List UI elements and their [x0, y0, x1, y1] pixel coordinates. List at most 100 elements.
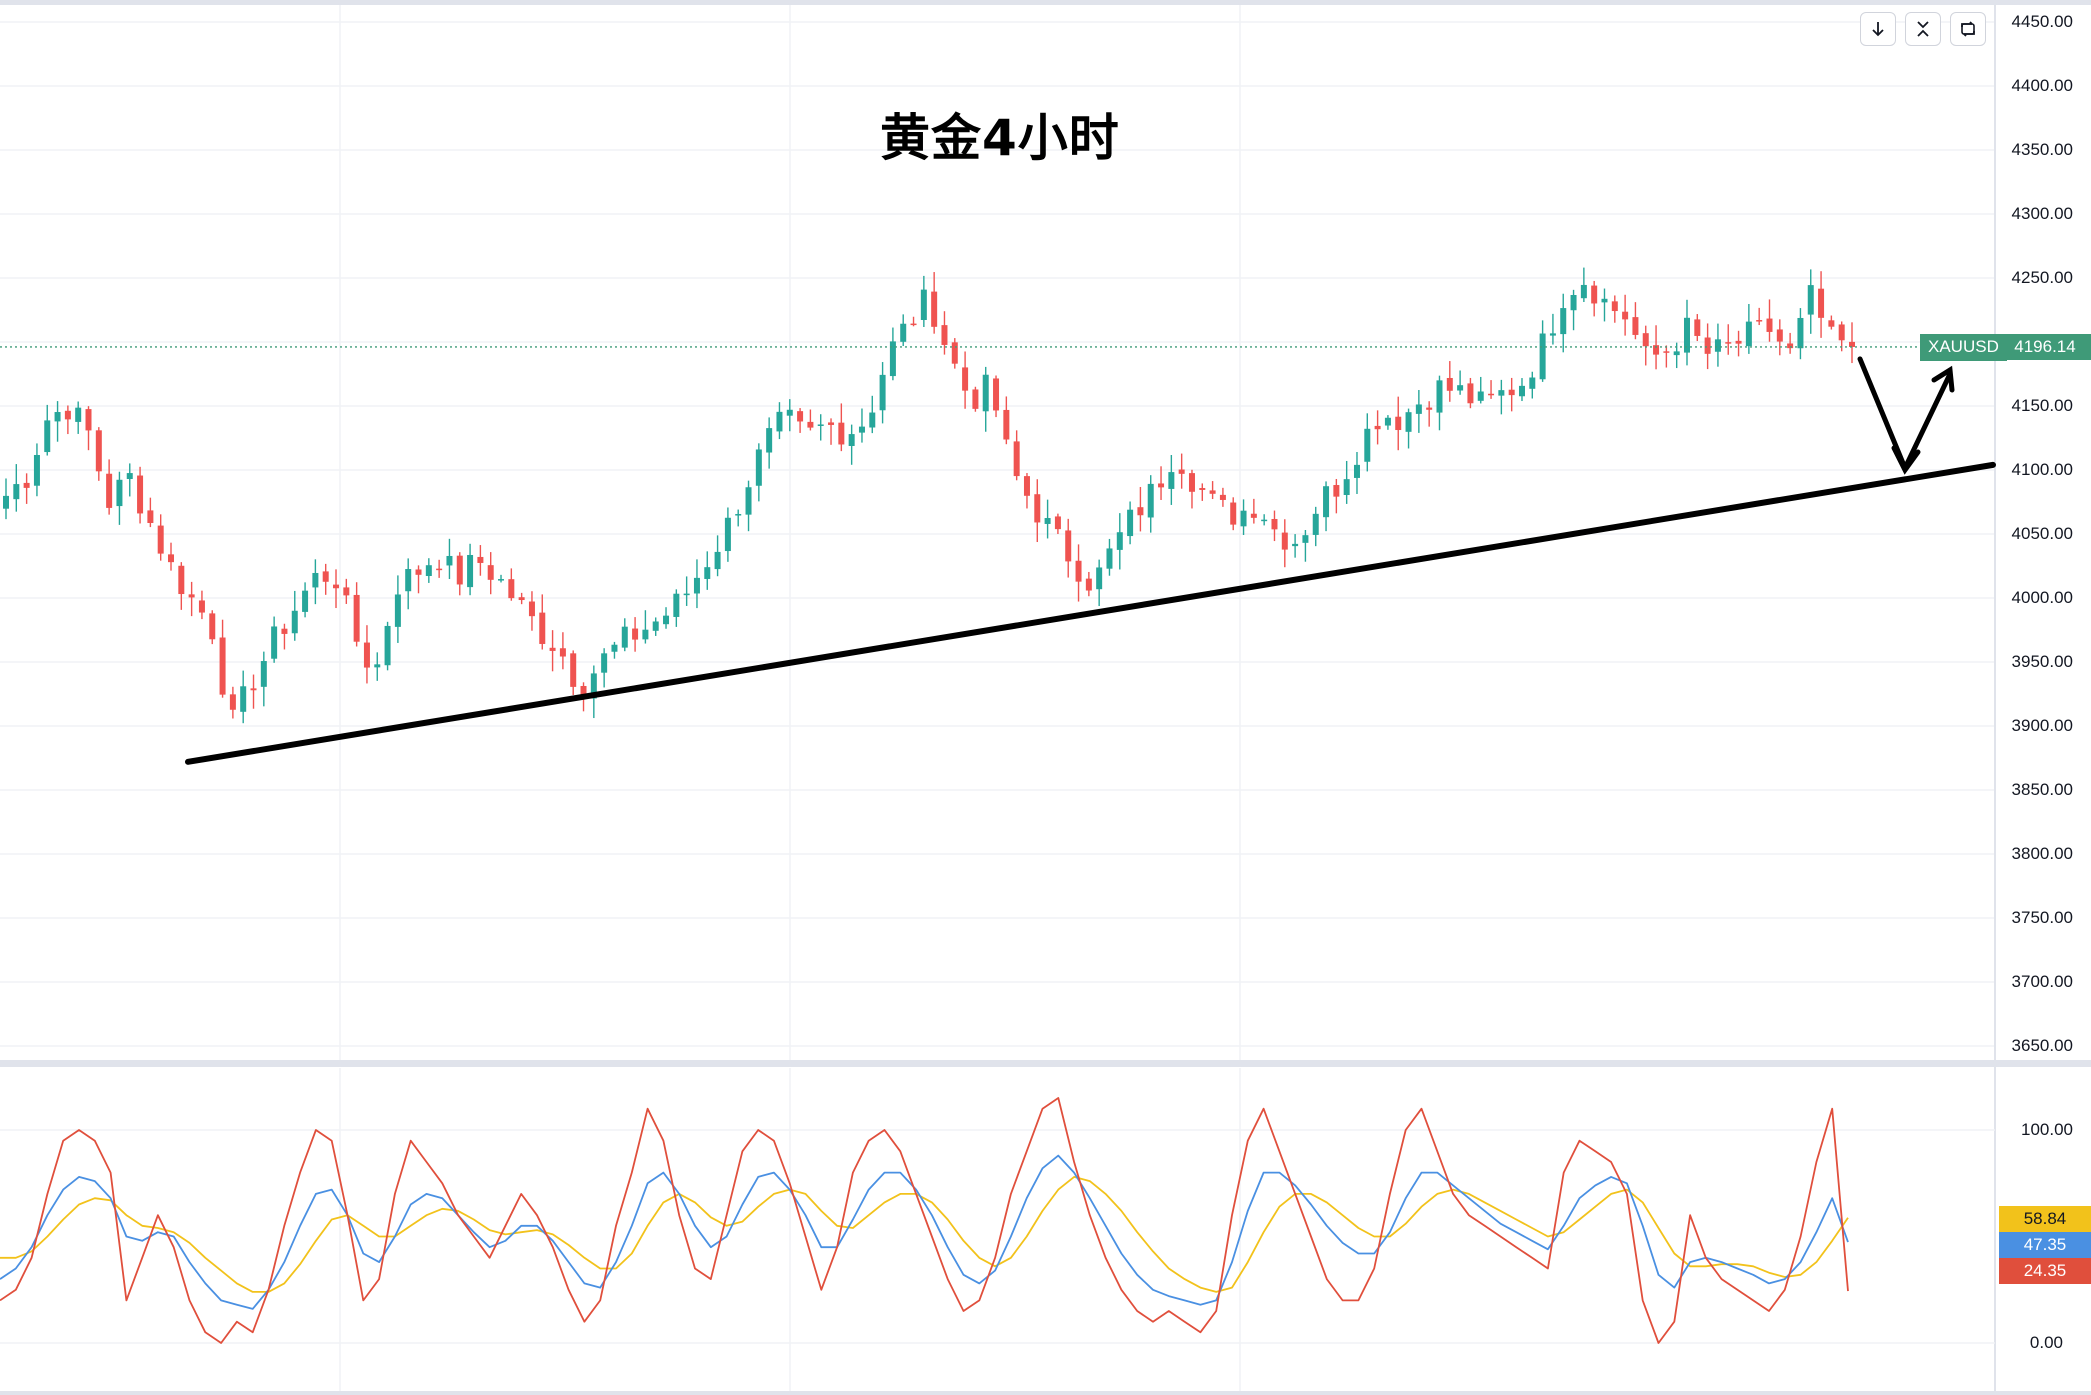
candle-body: [1539, 333, 1546, 380]
candle-body: [549, 647, 556, 651]
candle-body: [776, 411, 783, 432]
candle-body: [1849, 341, 1855, 347]
arrow-down-icon: [1872, 22, 1884, 37]
candle-body: [1292, 543, 1299, 547]
candle-body: [1302, 535, 1309, 543]
projection-arrow: [1857, 356, 1953, 471]
candle-body: [1807, 285, 1814, 315]
candle-body: [766, 428, 773, 453]
candle-body: [168, 554, 175, 563]
candle-body: [1054, 516, 1061, 530]
price-tick-label: 4350.00: [2011, 140, 2073, 159]
collapse-button[interactable]: [1905, 12, 1941, 46]
candle-body: [559, 648, 566, 657]
candle-body: [972, 389, 979, 409]
candle-body: [1106, 548, 1113, 569]
candle-body: [528, 601, 535, 617]
candle-body: [1622, 311, 1629, 320]
candle-body: [693, 577, 700, 594]
candle-body: [33, 454, 40, 486]
candle-body: [1343, 479, 1350, 496]
candle-body: [1312, 513, 1319, 535]
candle-body: [85, 409, 92, 431]
candle-body: [900, 323, 907, 342]
candle-body: [95, 430, 102, 472]
candle-body: [879, 374, 886, 411]
candle-body: [1653, 345, 1660, 355]
candle-body: [1838, 324, 1845, 341]
candle-body: [920, 289, 927, 320]
symbol-label: XAUUSD: [1928, 337, 1999, 357]
candle-body: [1323, 486, 1330, 518]
price-tick-label: 4300.00: [2011, 204, 2073, 223]
candle-body: [157, 525, 164, 554]
candle-body: [704, 567, 711, 579]
candle-body: [1034, 494, 1041, 523]
candle-body: [147, 510, 154, 523]
candle-body: [343, 587, 350, 596]
candle-body: [1591, 285, 1598, 304]
candle-body: [1704, 337, 1711, 354]
candle-body: [663, 615, 670, 625]
price-tick-label: 4000.00: [2011, 588, 2073, 607]
candle-body: [1663, 351, 1670, 353]
candle-body: [64, 410, 71, 420]
price-tick-label: 4250.00: [2011, 268, 2073, 287]
oscillator-tag-yellow: 58.84: [1999, 1206, 2091, 1232]
candle-body: [394, 594, 401, 627]
top-border: [0, 0, 2091, 5]
candle-body: [1683, 317, 1690, 353]
price-tick-label: 3900.00: [2011, 716, 2073, 735]
candle-body: [23, 482, 30, 488]
candle-body: [291, 610, 298, 634]
refresh-button[interactable]: [1950, 12, 1986, 46]
oscillator-tick-label: 0.00: [2029, 1333, 2063, 1352]
candle-body: [673, 593, 680, 617]
arrowhead-down: [1891, 445, 1921, 475]
trendline: [185, 461, 1996, 765]
candle-body: [415, 569, 422, 575]
collapse-icon: [1917, 21, 1929, 37]
candle-body: [570, 653, 577, 687]
symbol-tag: XAUUSD: [1920, 333, 2007, 361]
candle-body: [1147, 483, 1154, 518]
candle-body: [590, 673, 597, 699]
oscillator-tag-blue: 47.35: [1999, 1232, 2091, 1258]
candle-body: [1611, 301, 1618, 312]
candle-body: [1415, 404, 1422, 414]
candle-body: [1023, 476, 1030, 496]
price-tick-label: 3750.00: [2011, 908, 2073, 927]
candle-body: [487, 565, 494, 580]
candle-body: [1395, 416, 1402, 431]
candle-body: [807, 421, 814, 428]
candle-body: [229, 694, 236, 710]
candle-body: [353, 594, 360, 642]
candle-body: [1065, 530, 1072, 562]
candle-body: [1457, 385, 1464, 391]
refresh-icon: [1961, 21, 1975, 37]
candle-body: [621, 626, 628, 648]
candle-body: [106, 473, 113, 508]
candle-body: [941, 325, 948, 345]
candle-body: [126, 473, 133, 480]
oscillator-value-blue: 47.35: [2023, 1235, 2067, 1254]
candle-body: [209, 613, 216, 640]
candle-body: [44, 420, 51, 453]
candle-body: [312, 572, 319, 588]
bottom-border: [0, 1391, 2091, 1395]
candle-body: [1549, 333, 1556, 336]
arrow-down-button[interactable]: [1860, 12, 1896, 46]
candle-body: [188, 594, 195, 598]
candle-body: [889, 341, 896, 377]
candle-body: [714, 551, 721, 570]
candle-body: [1085, 578, 1092, 591]
candle-body: [436, 568, 443, 571]
candle-body: [250, 688, 257, 691]
candle-body: [993, 378, 1000, 411]
chart-title: 黄金4小时: [880, 109, 1120, 167]
candle-body: [1013, 441, 1020, 477]
candle-body: [982, 374, 989, 412]
candle-body: [1776, 329, 1783, 342]
